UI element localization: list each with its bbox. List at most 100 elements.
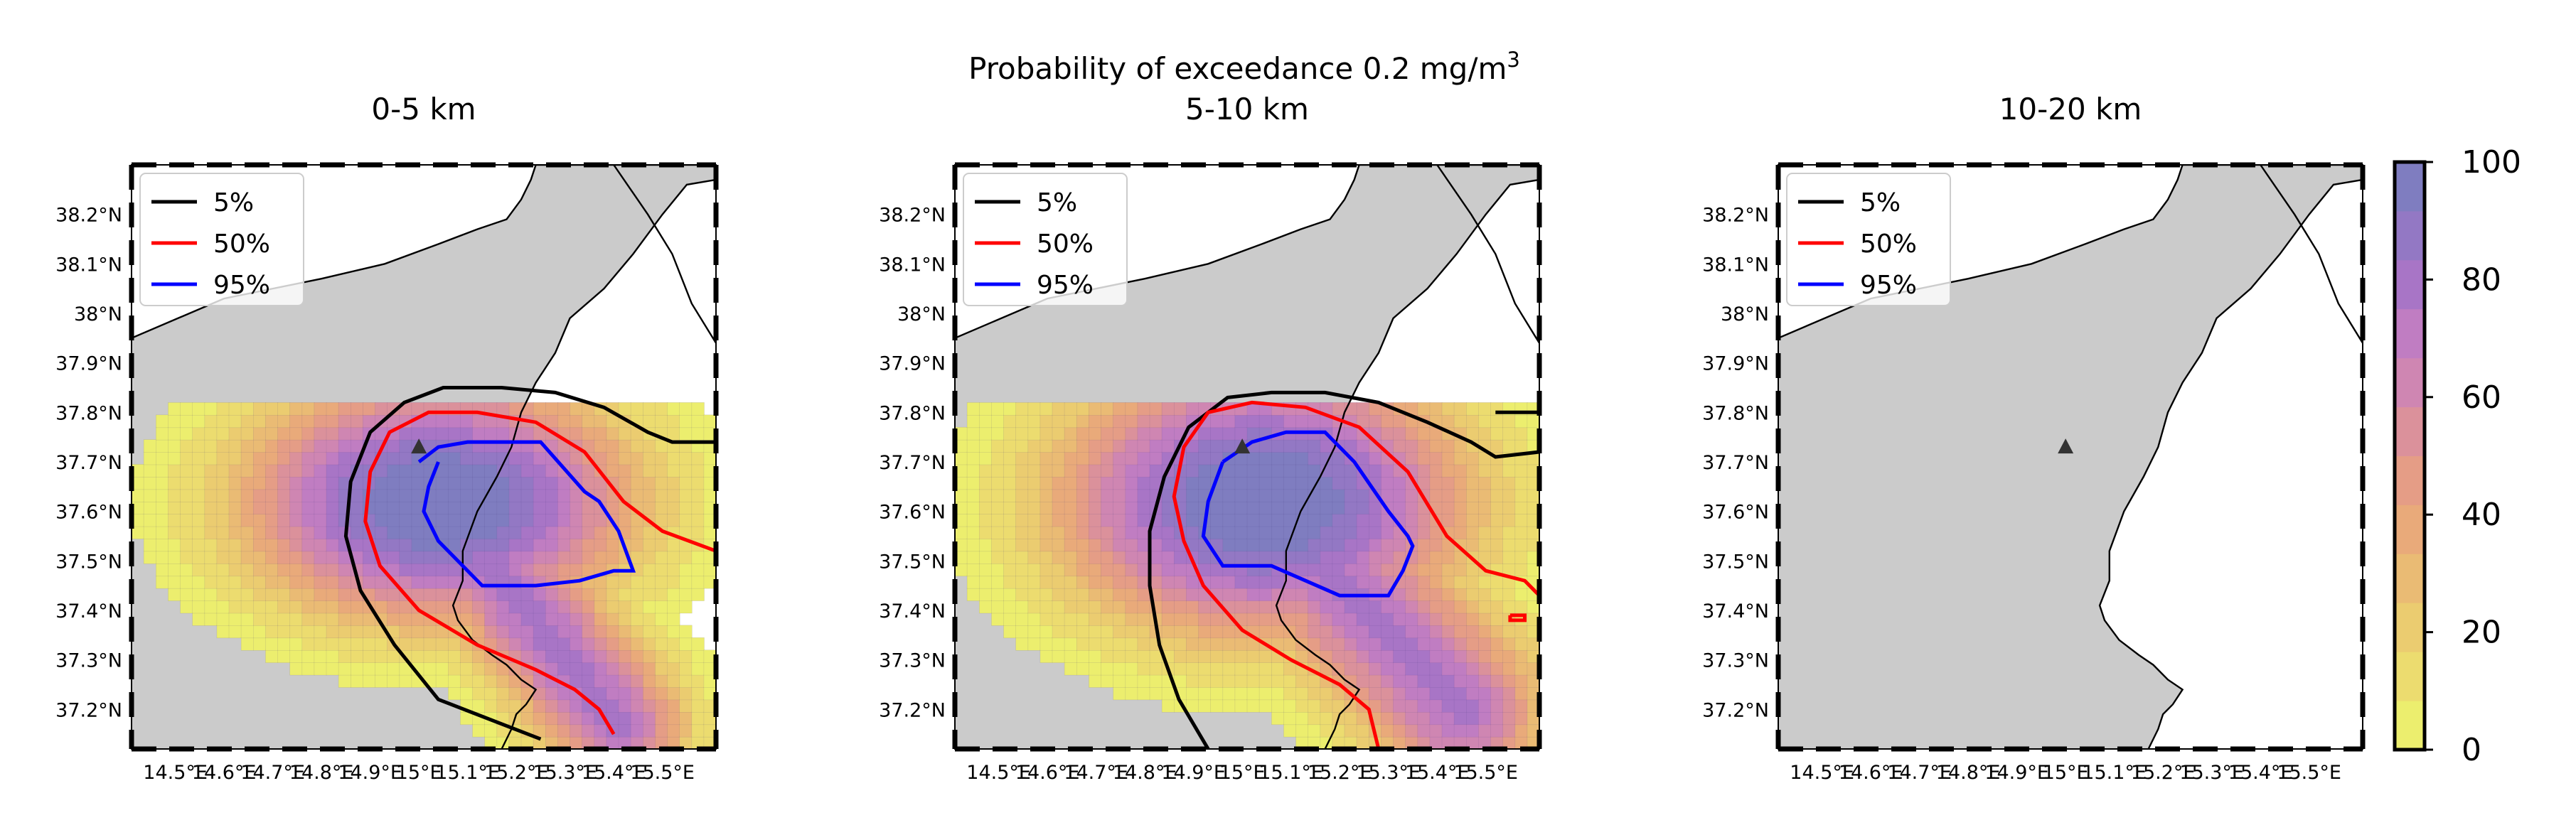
heatmap-cell [1222, 674, 1236, 688]
heatmap-cell [1040, 488, 1053, 502]
lat-tick-label: 37.9°N [879, 353, 946, 375]
heatmap-cell [1502, 662, 1516, 676]
heatmap-cell [301, 662, 315, 676]
heatmap-cell [1441, 600, 1455, 614]
heatmap-cell [594, 451, 607, 465]
heatmap-cell [301, 426, 315, 441]
heatmap-cell [606, 649, 619, 664]
vent-triangle-icon [2058, 438, 2074, 454]
heatmap-cell [265, 637, 279, 651]
heatmap-cell [1320, 526, 1333, 539]
lon-tick-label: 14.7°E [1887, 762, 1952, 784]
heatmap-cell [966, 451, 980, 465]
heatmap-cell [435, 476, 449, 490]
heatmap-cell [1441, 637, 1455, 651]
heatmap-cell [314, 414, 327, 428]
lat-tick-label: 37.8°N [879, 402, 946, 424]
heatmap-cell [1040, 426, 1053, 441]
heatmap-cell [265, 538, 279, 552]
heatmap-cell [1514, 439, 1528, 453]
heatmap-cell [691, 414, 705, 428]
heatmap-cell [204, 402, 218, 416]
heatmap-cell [1246, 686, 1261, 701]
heatmap-cell [1003, 464, 1017, 478]
heatmap-cell [228, 613, 242, 626]
heatmap-cell [1258, 600, 1273, 614]
lon-tick-labels: 14.5°E14.6°E14.7°E14.8°E14.9°E15°E15.1°E… [1790, 762, 2341, 784]
heatmap-cell [1052, 575, 1066, 589]
heatmap-cell [1064, 464, 1078, 478]
heatmap-cell [606, 575, 619, 589]
heatmap-cell [411, 464, 424, 478]
heatmap-cell [545, 723, 559, 738]
heatmap-cell [1040, 575, 1053, 589]
heatmap-cell [1295, 625, 1309, 639]
heatmap-cell [1356, 711, 1370, 726]
heatmap-cell [642, 414, 656, 428]
heatmap-cell [1356, 538, 1370, 552]
heatmap-cell [1502, 649, 1516, 664]
heatmap-cell [1308, 451, 1321, 465]
heatmap-cell [1502, 464, 1516, 478]
heatmap-cell [570, 625, 583, 639]
heatmap-cell [1417, 575, 1431, 589]
colorbar-tick-label: 20 [2462, 615, 2501, 651]
heatmap-cell [991, 600, 1005, 614]
heatmap-cell [1514, 476, 1528, 490]
heatmap-cell [460, 464, 474, 478]
lon-tick-label: 14.9°E [1161, 762, 1226, 784]
heatmap-cell [484, 451, 498, 465]
heatmap-cell [1417, 513, 1431, 527]
heatmap-cell [991, 588, 1005, 601]
heatmap-cell [1453, 414, 1468, 428]
heatmap-cell [240, 613, 255, 626]
heatmap-cell [472, 649, 486, 664]
heatmap-cell [1490, 723, 1504, 738]
heatmap-cell [606, 662, 619, 676]
heatmap-cell [1076, 402, 1090, 416]
heatmap-cell [1198, 439, 1212, 453]
heatmap-cell [1113, 551, 1126, 564]
heatmap-cell [1369, 662, 1382, 676]
heatmap-cell [1502, 439, 1516, 453]
heatmap-cell [1027, 575, 1041, 589]
heatmap-cell [679, 674, 693, 688]
heatmap-cell [533, 476, 547, 490]
legend-label: 50% [213, 230, 270, 259]
heatmap-cell [460, 501, 474, 515]
heatmap-cell [655, 563, 668, 577]
heatmap-cell [1393, 476, 1406, 490]
heatmap-cell [240, 476, 255, 490]
figure-title-superscript: 3 [1507, 48, 1519, 72]
heatmap-cell [520, 686, 535, 701]
heatmap-cell [204, 588, 218, 601]
heatmap-cell [168, 488, 181, 502]
heatmap-cell [679, 625, 693, 639]
lon-tick-label: 15.2°E [484, 762, 549, 784]
heatmap-cell [1283, 613, 1297, 626]
heatmap-cell [301, 488, 315, 502]
heatmap-cell [1076, 613, 1090, 626]
heatmap-cell [484, 526, 498, 539]
heatmap-cell [375, 464, 388, 478]
heatmap-cell [1417, 426, 1431, 441]
heatmap-cell [1429, 637, 1443, 651]
heatmap-cell [1064, 551, 1078, 564]
lon-tick-label: 14.9°E [1984, 762, 2049, 784]
heatmap-cell [1344, 526, 1358, 539]
heatmap-cell [508, 613, 522, 626]
heatmap-cell [570, 451, 583, 465]
heatmap-cell [1381, 723, 1394, 738]
heatmap-cell [447, 476, 461, 490]
heatmap-cell [1332, 488, 1345, 502]
heatmap-cell [966, 476, 980, 490]
heatmap-cell [1453, 686, 1468, 701]
heatmap-cell [1149, 686, 1163, 701]
heatmap-cell [1246, 538, 1261, 552]
heatmap-cell [1514, 723, 1528, 738]
heatmap-cell [1332, 476, 1345, 490]
heatmap-cell [1246, 464, 1261, 478]
heatmap-cell [1283, 488, 1297, 502]
heatmap-cell [1308, 613, 1321, 626]
heatmap-cell [1015, 575, 1029, 589]
